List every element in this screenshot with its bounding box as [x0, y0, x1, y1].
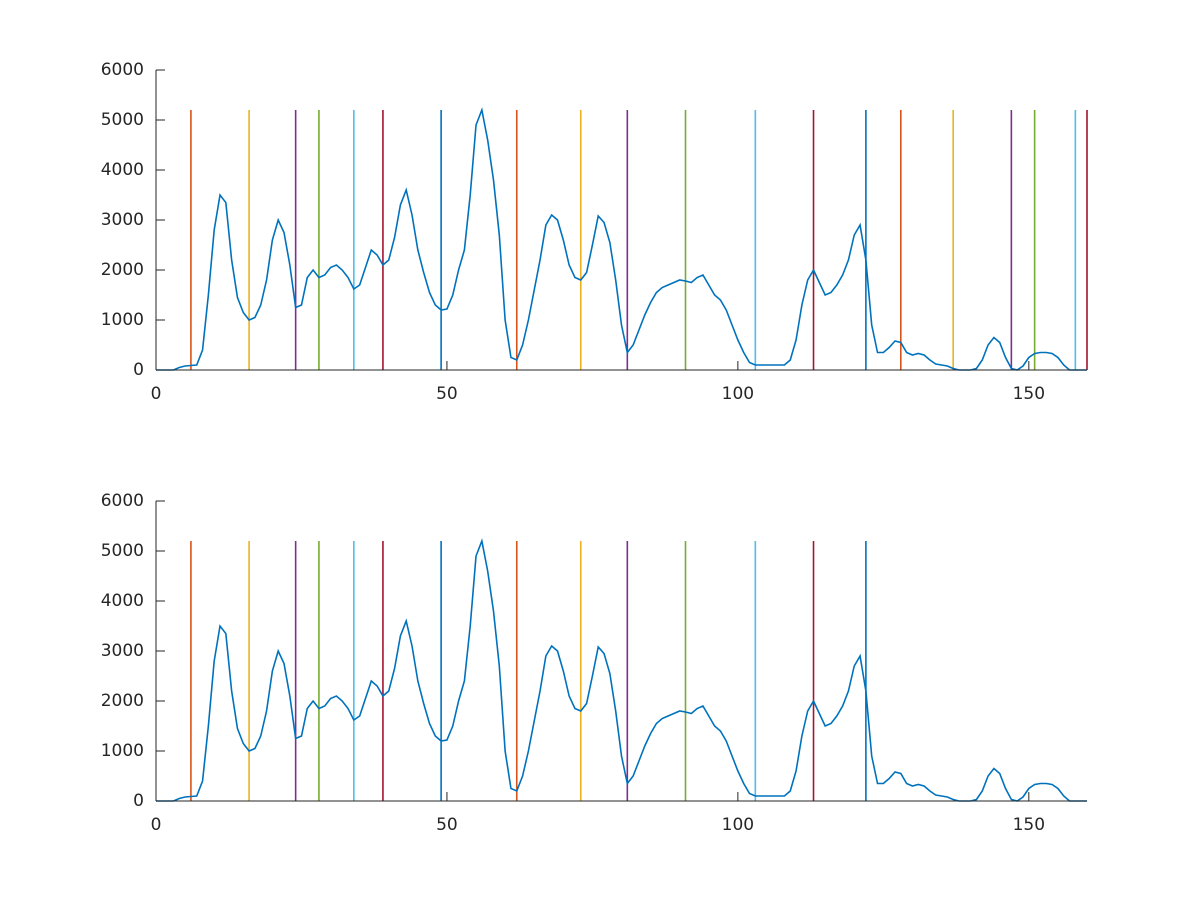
- y-tick-label: 3000: [101, 641, 144, 661]
- y-tick-label: 6000: [101, 60, 144, 80]
- y-tick-label: 5000: [101, 541, 144, 561]
- y-tick-label: 2000: [101, 260, 144, 280]
- y-tick-label: 1000: [101, 741, 144, 761]
- x-tick-label: 50: [436, 815, 458, 835]
- x-tick-label: 100: [722, 384, 754, 404]
- data-line: [156, 538, 1087, 802]
- x-tick-label: 150: [1013, 815, 1045, 835]
- x-tick-label: 50: [436, 384, 458, 404]
- x-tick-label: 0: [151, 815, 162, 835]
- y-tick-label: 4000: [101, 591, 144, 611]
- x-tick-label: 0: [151, 384, 162, 404]
- data-line: [156, 107, 1087, 371]
- y-tick-label: 0: [133, 360, 144, 380]
- y-tick-label: 4000: [101, 160, 144, 180]
- y-tick-label: 2000: [101, 691, 144, 711]
- y-tick-label: 6000: [101, 491, 144, 511]
- y-tick-label: 1000: [101, 310, 144, 330]
- y-tick-label: 3000: [101, 210, 144, 230]
- y-tick-label: 5000: [101, 110, 144, 130]
- y-tick-label: 0: [133, 791, 144, 811]
- x-tick-label: 100: [722, 815, 754, 835]
- x-tick-label: 150: [1013, 384, 1045, 404]
